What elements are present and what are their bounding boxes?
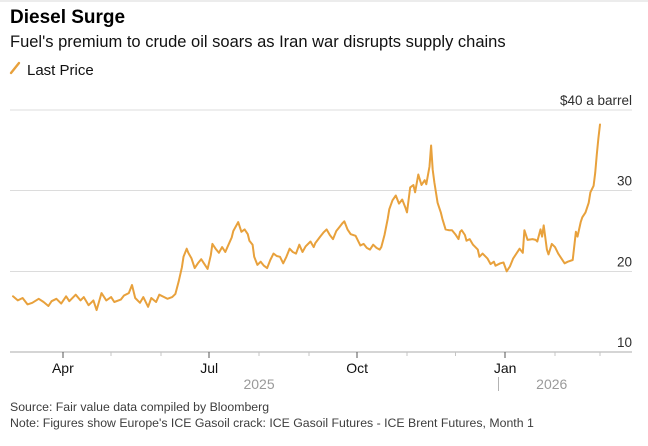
y-axis-label-20: 20 <box>617 254 632 269</box>
y-axis-label-30: 30 <box>617 174 632 189</box>
legend-line-marker-icon <box>8 60 22 81</box>
legend-label: Last Price <box>27 62 94 79</box>
x-axis-label-apr: Apr <box>52 360 74 376</box>
year-label-2026: 2026 <box>536 376 567 392</box>
x-axis-label-oct: Oct <box>346 360 368 376</box>
legend: Last Price <box>8 60 94 81</box>
source-note: Source: Fair value data compiled by Bloo… <box>10 400 270 414</box>
price-line <box>12 123 601 312</box>
chart-subtitle: Fuel's premium to crude oil soars as Ira… <box>10 33 506 51</box>
x-axis-label-jan: Jan <box>494 360 517 376</box>
figures-note: Note: Figures show Europe's ICE Gasoil c… <box>10 415 534 430</box>
y-axis-label-40: $40 a barrel <box>560 93 632 108</box>
chart-footer: Source: Fair value data compiled by Bloo… <box>10 400 534 431</box>
chart-title: Diesel Surge <box>10 7 126 28</box>
year-label-2025: 2025 <box>243 376 274 392</box>
window-top-strip <box>0 0 648 2</box>
x-axis-label-jul: Jul <box>200 360 218 376</box>
y-axis-label-10: 10 <box>617 335 632 350</box>
